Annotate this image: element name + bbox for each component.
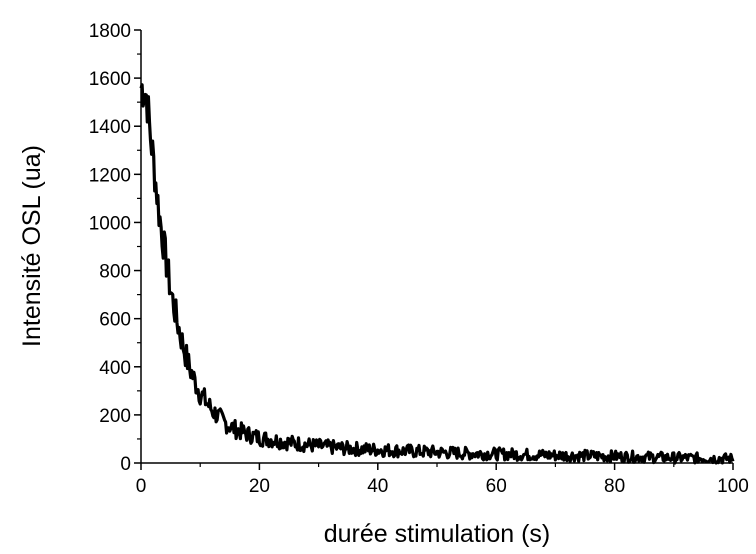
y-axis-title: Intensité OSL (ua)	[18, 145, 46, 347]
plot-area	[139, 83, 735, 465]
x-tick-label: 80	[604, 476, 625, 497]
y-tick-label: 200	[99, 406, 131, 427]
osl-signal-line	[139, 83, 735, 465]
y-tick-label: 400	[99, 358, 131, 379]
axes: 0 200 400 600 800 1000 1200 1400 1600 1800 0 20 40 60…	[89, 21, 749, 497]
y-tick-label: 1200	[89, 165, 131, 186]
y-tick-label: 800	[99, 262, 131, 283]
y-tick-label: 1600	[89, 69, 131, 90]
x-axis-title: durée stimulation (s)	[324, 520, 550, 548]
x-tick-label: 0	[136, 476, 147, 497]
y-tick-label: 600	[99, 310, 131, 331]
y-tick-label: 1800	[89, 21, 131, 42]
y-tick-label: 1000	[89, 213, 131, 234]
x-tick-label: 40	[367, 476, 388, 497]
y-tick-label: 0	[120, 454, 131, 475]
x-tick-label: 60	[486, 476, 507, 497]
x-tick-label: 20	[249, 476, 270, 497]
y-tick-label: 1400	[89, 117, 131, 138]
x-tick-label: 100	[717, 476, 749, 497]
